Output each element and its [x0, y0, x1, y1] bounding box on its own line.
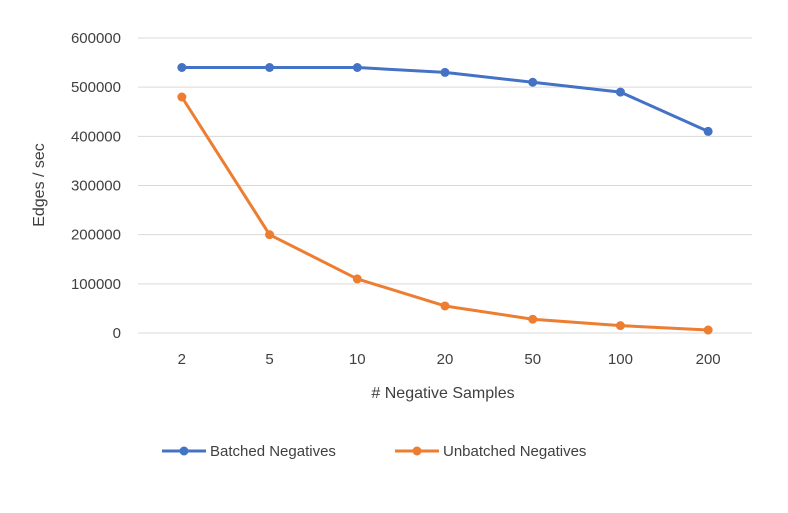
y-tick-label: 0 [113, 325, 121, 342]
data-point [177, 92, 187, 102]
data-point [265, 230, 275, 240]
x-tick-label: 100 [608, 351, 633, 368]
series-2 [177, 92, 713, 335]
data-point [528, 77, 538, 87]
data-point [352, 63, 362, 72]
data-point [177, 63, 187, 72]
series-line [180, 66, 710, 133]
x-axis-ticks: 2 5 10 20 50 100 200 [178, 351, 721, 368]
data-point [352, 274, 362, 284]
legend-item: Batched Negatives [162, 443, 336, 460]
y-axis-ticks: 0 100000 200000 300000 400000 500000 600000 [71, 30, 121, 342]
data-point [615, 87, 625, 97]
x-axis-title: # Negative Samples [371, 385, 514, 402]
series-line [180, 95, 710, 332]
data-point [265, 63, 275, 72]
data-point [528, 314, 538, 324]
data-point [440, 67, 450, 77]
gridlines [138, 37, 752, 334]
x-tick-label: 50 [524, 351, 541, 368]
y-tick-label: 500000 [71, 79, 121, 96]
data-point [703, 126, 713, 136]
legend-marker [179, 446, 189, 456]
y-tick-label: 100000 [71, 276, 121, 293]
y-axis-title: Edges / sec [31, 143, 48, 227]
x-tick-label: 2 [178, 351, 186, 368]
data-point [440, 301, 450, 311]
series-1 [177, 63, 713, 136]
data-point [615, 321, 625, 331]
legend-label: Unbatched Negatives [443, 443, 586, 460]
x-tick-label: 20 [437, 351, 454, 368]
y-tick-label: 300000 [71, 178, 121, 195]
y-tick-label: 600000 [71, 30, 121, 47]
x-tick-label: 5 [265, 351, 273, 368]
legend: Batched Negatives Unbatched Negatives [162, 443, 586, 460]
x-tick-label: 10 [349, 351, 366, 368]
y-tick-label: 200000 [71, 227, 121, 244]
legend-marker [412, 446, 422, 456]
y-tick-label: 400000 [71, 128, 121, 145]
series-lines [177, 63, 713, 335]
legend-item: Unbatched Negatives [395, 443, 586, 460]
legend-label: Batched Negatives [210, 443, 336, 460]
x-tick-label: 200 [696, 351, 721, 368]
data-point [703, 325, 713, 335]
